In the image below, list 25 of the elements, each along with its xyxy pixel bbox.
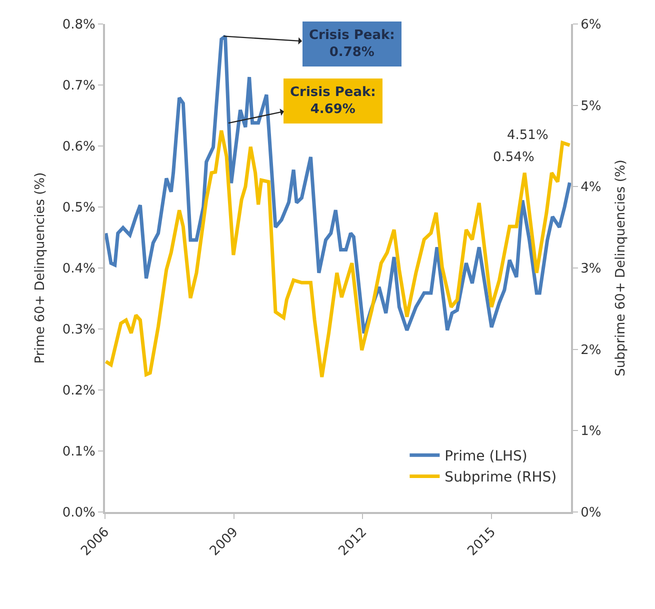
y-tick-label: 0.3%: [62, 322, 96, 338]
annotation: Crisis Peak: 0.78%: [309, 28, 395, 60]
legend-label: Subprime (RHS): [444, 470, 557, 486]
y-tick-label: 0.1%: [62, 444, 96, 460]
y2-tick-label: 1%: [580, 424, 602, 440]
y2-tick-label: 0%: [580, 506, 602, 521]
y-tick-label: 0.6%: [62, 140, 96, 155]
y-tick-label: 0.2%: [62, 384, 96, 399]
annotation: 0.54%: [493, 150, 534, 165]
y-tick-label: 0.8%: [62, 18, 96, 33]
y-tick-label: 0.0%: [62, 506, 96, 521]
annotation: 4.51%: [507, 128, 548, 143]
line-series: [105, 128, 571, 379]
y2-tick-label: 2%: [580, 342, 602, 358]
y2-tick-label: 6%: [580, 18, 602, 33]
y-axis-title: Prime 60+ Delinquencies (%): [32, 172, 48, 364]
y2-tick-label: 5%: [580, 98, 602, 114]
legend-label: Prime (LHS): [444, 448, 528, 465]
y-tick-label: 0.4%: [62, 262, 96, 277]
y2-tick-label: 4%: [580, 180, 602, 196]
y-tick-label: 0.5%: [62, 200, 96, 216]
annotation: Crisis Peak: 4.69%: [290, 85, 376, 117]
y2-tick-label: 3%: [580, 262, 602, 277]
y2-axis-title: Subprime 60+ Delinquencies (%): [613, 160, 628, 376]
y-tick-label: 0.7%: [62, 78, 96, 94]
